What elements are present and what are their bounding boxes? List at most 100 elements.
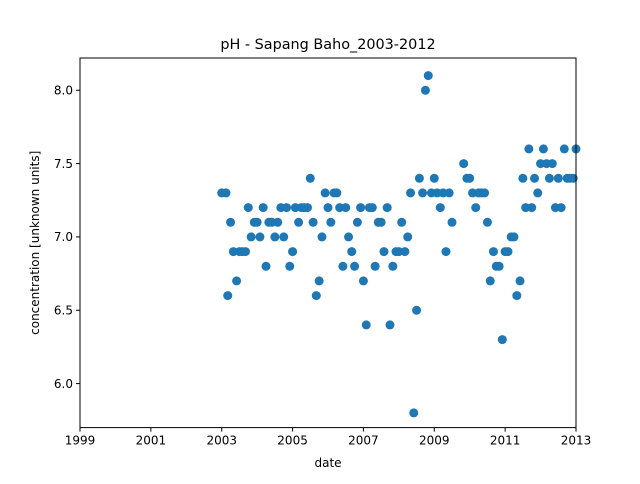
x-tick-label: 2001 xyxy=(136,434,167,448)
data-point xyxy=(223,291,233,301)
data-point xyxy=(294,217,304,227)
data-points xyxy=(217,71,581,418)
data-point xyxy=(485,276,495,286)
data-point xyxy=(409,408,419,418)
chart-title: pH - Sapang Baho_2003-2012 xyxy=(220,37,435,53)
data-point xyxy=(524,144,534,154)
data-point xyxy=(370,261,380,271)
data-point xyxy=(385,320,395,330)
x-tick-label: 1999 xyxy=(65,434,96,448)
data-point xyxy=(388,261,398,271)
data-point xyxy=(282,203,292,213)
y-tick-label: 7.5 xyxy=(54,157,73,171)
data-point xyxy=(559,144,569,154)
data-point xyxy=(497,335,507,345)
data-point xyxy=(255,232,265,242)
data-point xyxy=(338,261,348,271)
data-point xyxy=(527,203,537,213)
data-point xyxy=(471,203,481,213)
data-point xyxy=(344,232,354,242)
y-axis: 6.0 6.5 7.0 7.5 8.0 xyxy=(54,84,80,391)
data-point xyxy=(314,276,324,286)
data-point xyxy=(400,247,410,257)
data-point xyxy=(382,203,392,213)
data-point xyxy=(288,247,298,257)
data-point xyxy=(326,217,336,227)
data-point xyxy=(332,188,342,198)
data-point xyxy=(509,232,519,242)
x-axis-label: date xyxy=(314,456,341,470)
y-axis-label: concentration [unknown units] xyxy=(28,151,42,335)
data-point xyxy=(379,247,389,257)
data-point xyxy=(488,247,498,257)
data-point xyxy=(538,144,548,154)
data-point xyxy=(270,232,280,242)
data-point xyxy=(515,276,525,286)
data-point xyxy=(553,173,563,183)
data-point xyxy=(285,261,295,271)
data-point xyxy=(414,173,424,183)
x-tick-label: 2003 xyxy=(206,434,237,448)
plot-frame xyxy=(79,57,577,429)
y-tick-label: 6.5 xyxy=(54,304,73,318)
data-point xyxy=(350,261,360,271)
data-point xyxy=(320,188,330,198)
data-point xyxy=(518,173,528,183)
y-tick-label: 8.0 xyxy=(54,84,73,98)
data-point xyxy=(423,71,433,81)
data-point xyxy=(279,232,289,242)
data-point xyxy=(406,188,416,198)
data-point xyxy=(544,173,554,183)
data-point xyxy=(246,232,256,242)
data-point xyxy=(429,173,439,183)
data-point xyxy=(311,291,321,301)
data-point xyxy=(397,217,407,227)
x-tick-label: 2013 xyxy=(561,434,592,448)
data-point xyxy=(356,203,366,213)
data-point xyxy=(459,159,469,169)
data-point xyxy=(221,188,231,198)
data-point xyxy=(352,217,362,227)
x-tick-label: 2007 xyxy=(348,434,379,448)
data-point xyxy=(444,188,454,198)
data-point xyxy=(347,247,357,257)
x-tick-label: 2009 xyxy=(419,434,450,448)
data-point xyxy=(533,188,543,198)
data-point xyxy=(403,232,413,242)
x-axis: 1999 2001 2003 2005 2007 2009 2011 2013 xyxy=(65,427,592,448)
data-point xyxy=(420,85,430,95)
data-point xyxy=(232,276,242,286)
data-point xyxy=(367,203,377,213)
data-point xyxy=(465,173,475,183)
data-point xyxy=(302,203,312,213)
x-tick-label: 2005 xyxy=(277,434,308,448)
data-point xyxy=(323,203,333,213)
data-point xyxy=(447,217,457,227)
data-point xyxy=(494,261,504,271)
data-point xyxy=(308,217,318,227)
y-tick-label: 6.0 xyxy=(54,377,73,391)
data-point xyxy=(341,203,351,213)
data-point xyxy=(435,203,445,213)
data-point xyxy=(512,291,522,301)
data-point xyxy=(261,261,271,271)
data-point xyxy=(258,203,268,213)
data-point xyxy=(547,159,557,169)
data-point xyxy=(412,305,422,315)
data-point xyxy=(568,173,578,183)
data-point xyxy=(361,320,371,330)
data-point xyxy=(252,217,262,227)
data-point xyxy=(503,247,513,257)
data-point xyxy=(273,217,283,227)
data-point xyxy=(418,188,428,198)
data-point xyxy=(243,203,253,213)
data-point xyxy=(358,276,368,286)
data-point xyxy=(556,203,566,213)
data-point xyxy=(530,173,540,183)
data-point xyxy=(480,188,490,198)
data-point xyxy=(317,232,327,242)
data-point xyxy=(376,217,386,227)
y-tick-label: 7.0 xyxy=(54,230,73,244)
x-tick-label: 2011 xyxy=(490,434,521,448)
